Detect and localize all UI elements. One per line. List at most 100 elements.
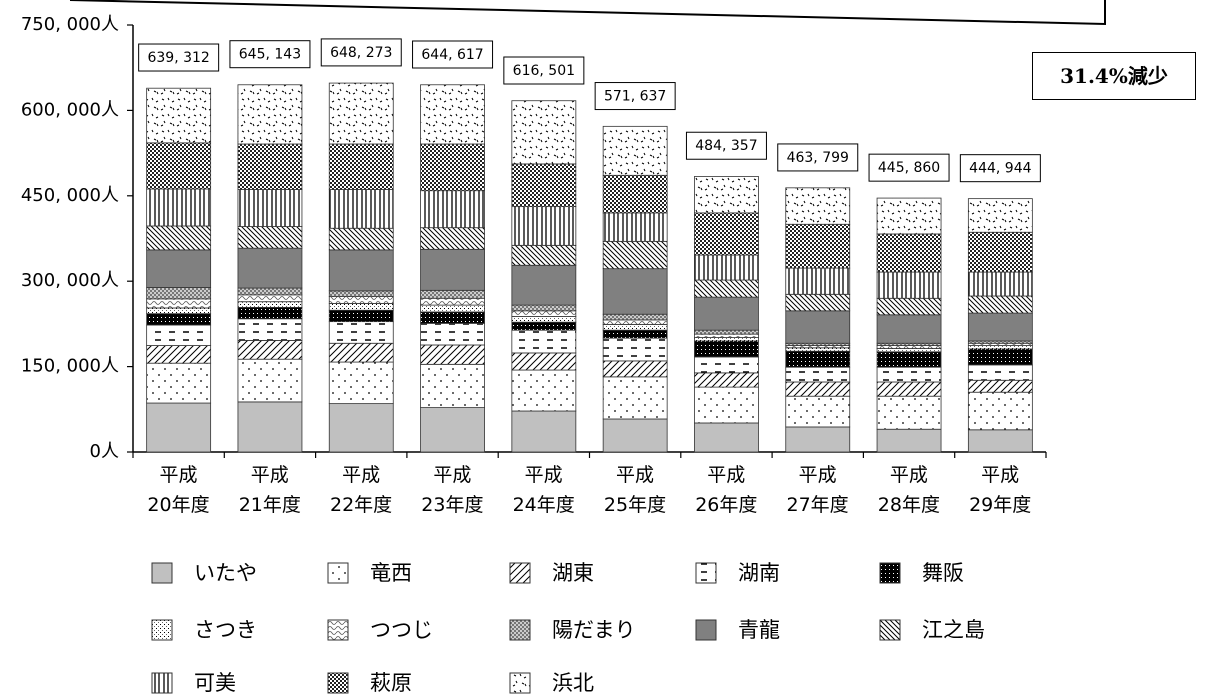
total-label-box — [594, 82, 676, 111]
bar-segment — [602, 360, 668, 378]
bar-segment — [602, 418, 668, 453]
x-tick-label: 平成 21年度 — [238, 464, 301, 516]
bar-segment — [328, 249, 394, 292]
bar-segment — [602, 329, 668, 339]
bar-segment — [511, 100, 577, 165]
legend-label: 竜西 — [370, 561, 412, 585]
total-label-box — [138, 43, 220, 72]
bar-segment — [785, 310, 851, 344]
total-label: 445, 860 — [878, 160, 940, 176]
bar-segment — [967, 231, 1033, 273]
bar-segment — [694, 340, 759, 358]
bar-segment — [146, 307, 212, 315]
bar-segment — [328, 309, 394, 323]
bar-segment — [785, 350, 851, 368]
bar-segment — [328, 303, 394, 311]
bar-segment — [785, 223, 851, 269]
x-tick-label: 平成 29年度 — [969, 464, 1032, 516]
total-label: 644, 617 — [421, 47, 483, 63]
total-label-box — [412, 40, 494, 69]
legend-swatch — [509, 672, 531, 694]
bar-segment — [694, 296, 759, 331]
bar-segment — [785, 267, 851, 295]
y-tick-label: 300, 000人 — [21, 270, 119, 291]
total-label: 571, 637 — [604, 89, 666, 105]
legend-swatch — [509, 562, 531, 584]
legend-label: 青龍 — [738, 618, 780, 642]
bar-segment — [511, 163, 577, 208]
total-label-box — [685, 131, 767, 160]
bar-segment — [328, 296, 394, 304]
bar-segment — [876, 381, 942, 397]
legend-swatch — [509, 619, 531, 641]
bar-segment — [967, 429, 1033, 453]
bar-segment — [785, 426, 851, 453]
total-label-box — [959, 154, 1041, 183]
bar-segment — [511, 352, 577, 371]
bar-segment — [237, 226, 303, 249]
bar-segment — [785, 293, 851, 312]
total-label-box — [777, 143, 859, 172]
bar-segment — [328, 227, 394, 251]
bar-segment — [967, 295, 1033, 314]
legend-swatch — [151, 562, 173, 584]
bar-segment — [328, 189, 394, 229]
bar-segment — [237, 401, 303, 453]
legend-swatch — [151, 619, 173, 641]
legend-label: 湖南 — [738, 561, 780, 585]
bar-segment — [146, 324, 212, 346]
bar-segment — [694, 254, 759, 281]
bar-segment — [602, 337, 668, 362]
bar-segment — [146, 362, 212, 404]
bar-segment — [876, 395, 942, 430]
bar-segment — [785, 395, 851, 428]
bar-segment — [602, 240, 668, 270]
bar-segment — [146, 225, 212, 251]
bar-segment — [876, 197, 942, 235]
bar-segment — [967, 271, 1033, 297]
total-label-box — [229, 40, 311, 69]
bar-segment — [420, 311, 485, 324]
bar-segment — [146, 298, 212, 309]
bar-segment — [876, 233, 942, 273]
bar-segment — [602, 319, 668, 325]
legend-label: 舞阪 — [922, 561, 964, 585]
legend-swatch — [327, 672, 349, 694]
legend-swatch — [695, 562, 717, 584]
bar-segment — [420, 84, 485, 145]
bar-segment — [328, 143, 394, 190]
bar-segment — [237, 189, 303, 227]
bar-segment — [511, 206, 577, 246]
total-label: 484, 357 — [695, 138, 757, 154]
bar-segment — [694, 356, 759, 374]
bar-segment — [511, 264, 577, 306]
bar-segment — [876, 345, 942, 349]
legend-label: 萩原 — [370, 671, 412, 695]
total-label-box — [320, 38, 402, 67]
legend-label: 江之島 — [922, 618, 985, 642]
bar-segment — [876, 271, 942, 299]
legend-swatch — [327, 562, 349, 584]
bar-segment — [694, 422, 759, 453]
bar-segment — [328, 361, 394, 405]
bar-segment — [511, 316, 577, 323]
bar-segment — [420, 143, 485, 192]
bar-segment — [420, 407, 485, 453]
bar-segment — [146, 188, 212, 227]
bar-segment — [694, 176, 759, 214]
legend-swatch — [151, 672, 173, 694]
bar-segment — [420, 344, 485, 365]
bar-segment — [146, 345, 212, 364]
bar-segment — [602, 376, 668, 420]
bar-segment — [237, 294, 303, 303]
bar-segment — [694, 372, 759, 388]
bar-segment — [694, 212, 759, 256]
legend-label: さつき — [194, 618, 257, 642]
bar-segment — [511, 321, 577, 331]
bar-segment — [237, 287, 303, 296]
legend-swatch — [695, 619, 717, 641]
bar-segment — [420, 297, 485, 306]
x-tick-label: 平成 20年度 — [147, 464, 210, 516]
